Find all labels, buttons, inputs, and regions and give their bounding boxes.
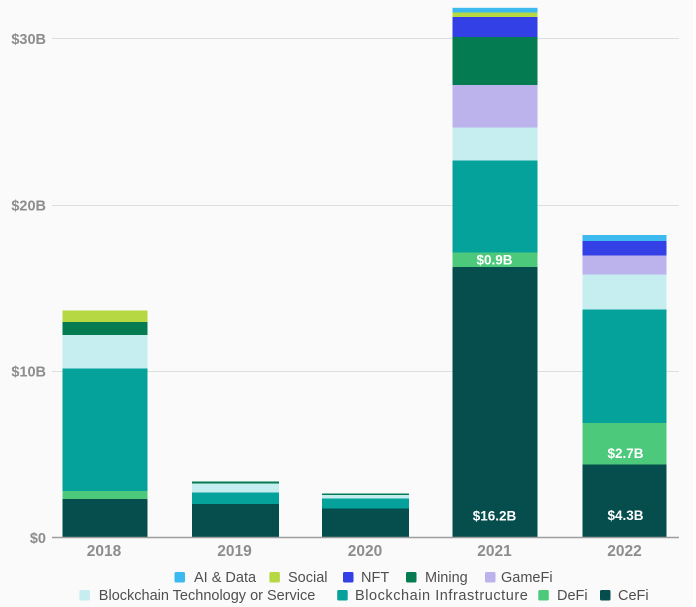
svg-text:$0.9B: $0.9B <box>476 253 512 268</box>
svg-text:Mining: Mining <box>425 570 468 586</box>
svg-text:$10B: $10B <box>11 365 46 381</box>
svg-text:Social: Social <box>288 570 328 586</box>
svg-text:CeFi: CeFi <box>618 588 649 604</box>
svg-text:$30B: $30B <box>11 32 46 48</box>
svg-text:2018: 2018 <box>87 543 122 560</box>
svg-text:2022: 2022 <box>607 543 641 560</box>
svg-text:AI & Data: AI & Data <box>194 570 257 586</box>
svg-text:2021: 2021 <box>477 543 512 560</box>
svg-text:GameFi: GameFi <box>501 570 553 586</box>
svg-text:2020: 2020 <box>348 543 382 560</box>
svg-text:DeFi: DeFi <box>557 588 588 604</box>
svg-text:$16.2B: $16.2B <box>473 509 517 524</box>
svg-text:$2.7B: $2.7B <box>607 446 643 461</box>
svg-text:Blockchain Infrastructure: Blockchain Infrastructure <box>355 588 528 604</box>
svg-text:$4.3B: $4.3B <box>607 508 643 523</box>
svg-text:NFT: NFT <box>361 570 389 586</box>
svg-text:$20B: $20B <box>11 198 46 214</box>
svg-text:$0: $0 <box>30 531 46 547</box>
svg-text:2019: 2019 <box>217 543 252 560</box>
svg-text:Blockchain Technology or Servi: Blockchain Technology or Service <box>99 588 316 604</box>
